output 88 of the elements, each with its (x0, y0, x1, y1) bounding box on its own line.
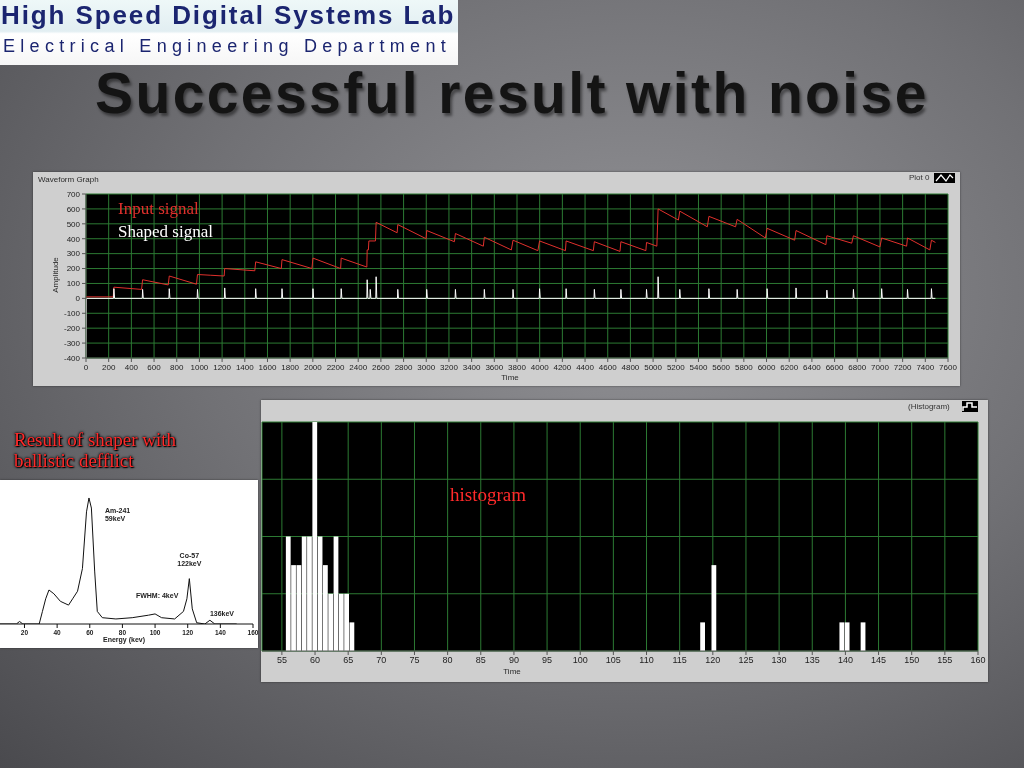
x-tick-label: 4600 (598, 362, 618, 372)
x-tick-label: 60 (310, 655, 321, 666)
x-tick-label: 65 (343, 655, 354, 666)
y-tick-label: 500 (66, 219, 81, 229)
x-tick-label: 2000 (303, 362, 323, 372)
x-tick-label: 4400 (576, 362, 595, 372)
x-tick-label: 400 (124, 362, 139, 372)
x-tick-label: 4800 (621, 362, 640, 372)
x-tick-label: 4000 (530, 362, 550, 372)
x-tick-label: 6400 (803, 362, 822, 372)
x-tick-label: 105 (605, 655, 621, 666)
x-tick-label: 2200 (326, 362, 345, 372)
x-tick-label: 7000 (871, 362, 890, 372)
bar (711, 565, 717, 651)
x-tick-label: 5600 (712, 362, 731, 372)
x-tick-label: 80 (442, 655, 453, 666)
text: Successful result with noise (95, 61, 929, 127)
x-tick-label: 1400 (235, 362, 255, 372)
x-tick-label: 155 (937, 655, 953, 666)
x-tick-label: 0 (83, 362, 89, 372)
y-tick-label: 200 (66, 264, 81, 274)
x-axis-title: Time (501, 373, 519, 383)
x-tick-label: 125 (738, 655, 754, 666)
bar (700, 622, 705, 651)
x-tick-label: 120 (705, 655, 721, 666)
x-tick-label: 1000 (190, 362, 209, 372)
x-tick-label: 1600 (258, 362, 277, 372)
y-tick-label: 300 (66, 249, 81, 259)
x-tick-label: 75 (409, 655, 420, 666)
y-tick-label: 700 (66, 189, 81, 199)
x-tick-label: 7400 (916, 362, 935, 372)
x-tick-label: 110 (639, 655, 654, 666)
y-tick-label: 400 (66, 234, 81, 244)
x-tick-label: 2800 (394, 362, 414, 372)
x-tick-label: 85 (475, 655, 486, 666)
y-tick-label: -200 (63, 324, 81, 334)
x-tick-label: 70 (376, 655, 387, 666)
y-tick-label: 0 (75, 294, 81, 304)
x-tick-label: 55 (276, 655, 287, 666)
x-tick-label: 100 (572, 655, 588, 666)
x-tick-label: 6000 (757, 362, 776, 372)
text: Shaped signal (118, 221, 213, 243)
x-tick-label: 800 (170, 362, 184, 372)
y-tick-label: 600 (66, 204, 81, 214)
x-tick-label: 3200 (440, 362, 459, 372)
x-tick-label: 600 (147, 362, 162, 372)
y-tick-label: -400 (63, 353, 81, 363)
x-tick-label: 6200 (780, 362, 799, 372)
text: Input signal (118, 198, 200, 220)
x-tick-label: 130 (771, 655, 787, 666)
text: High Speed Digital Systems Lab (1, 0, 456, 31)
x-tick-label: 145 (871, 655, 887, 666)
x-tick-label: 7200 (893, 362, 913, 372)
y-axis-title: Amplitude (51, 257, 61, 293)
chart-title: Waveform Graph (38, 175, 99, 185)
y-tick-label: 100 (66, 279, 81, 289)
x-tick-label: 3600 (485, 362, 504, 372)
chart-title: Result of shaper with ballistic defflict (14, 429, 177, 471)
text: (Histogram) (908, 402, 950, 412)
x-tick-label: 5000 (644, 362, 663, 372)
x-tick-label: 150 (904, 655, 920, 666)
y-tick-label: -300 (63, 338, 81, 348)
x-tick-label: 200 (102, 362, 116, 372)
x-tick-label: 90 (508, 655, 519, 666)
x-tick-label: 6800 (848, 362, 867, 372)
x-tick-label: 5800 (734, 362, 754, 372)
x-tick-label: 135 (804, 655, 820, 666)
x-tick-label: 115 (672, 655, 687, 666)
x-tick-label: 95 (542, 655, 553, 666)
y-tick-label: -100 (63, 309, 81, 319)
x-tick-label: 4200 (553, 362, 572, 372)
x-tick-label: 1200 (213, 362, 232, 372)
x-tick-label: 2600 (372, 362, 391, 372)
x-tick-label: 1800 (281, 362, 300, 372)
x-tick-label: 3800 (508, 362, 527, 372)
x-tick-label: 7600 (939, 362, 958, 372)
x-tick-label: 5200 (666, 362, 686, 372)
x-tick-label: 3400 (462, 362, 482, 372)
text: Electrical Engineering Department (3, 36, 452, 57)
x-tick-label: 160 (970, 655, 986, 666)
text: Plot 0 (909, 173, 930, 183)
x-tick-label: 3000 (417, 362, 436, 372)
annotation: histogram (450, 484, 526, 506)
x-axis-title: Time (503, 667, 521, 677)
x-tick-label: 140 (837, 655, 853, 666)
x-tick-label: 2400 (349, 362, 368, 372)
x-tick-label: 5400 (689, 362, 708, 372)
x-tick-label: 6600 (825, 362, 845, 372)
